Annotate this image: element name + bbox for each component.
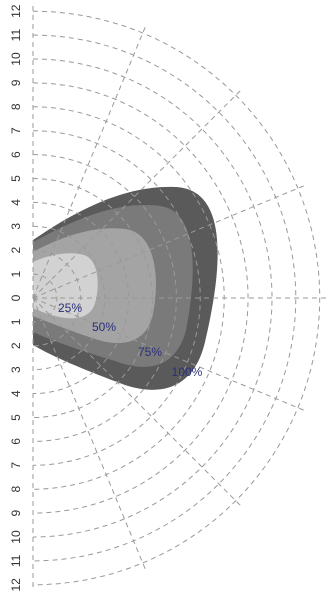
grid-ring [32, 201, 130, 395]
beam-zones [33, 186, 218, 390]
grid-spoke [32, 297, 242, 507]
scale-label-lower: 12 [9, 578, 23, 592]
grid-ring [32, 130, 201, 466]
scale-label-lower: 3 [9, 366, 23, 373]
scale-label-upper: 11 [9, 29, 23, 42]
beam-zone-25-pct [33, 253, 98, 319]
grid-ring [32, 178, 153, 418]
scale-label-lower: 2 [9, 342, 23, 349]
scale-label-lower: 6 [9, 438, 23, 445]
zone-label-25-pct: 25% [58, 301, 82, 315]
scale-label-lower: 5 [9, 414, 23, 421]
grid-ring [32, 34, 297, 562]
scale-label-upper: 5 [9, 175, 23, 182]
grid-ring [32, 10, 321, 586]
scale-label-upper: 6 [9, 151, 23, 158]
scale-label-upper: 9 [9, 79, 23, 86]
grid-ring [32, 273, 58, 323]
polar-grid [32, 6, 327, 590]
zone-label-50-pct: 50% [92, 320, 116, 334]
scale-label-lower: 1 [9, 318, 23, 325]
scale-label-upper: 12 [9, 4, 23, 18]
grid-spoke [32, 26, 146, 299]
grid-spoke [32, 297, 146, 570]
scale-label-lower: 8 [9, 486, 23, 493]
grid-spoke [32, 185, 305, 299]
scale-label-upper: 2 [9, 247, 23, 254]
zone-labels: 100% 75% 50% 25% [58, 301, 203, 379]
scale-label-lower: 11 [9, 554, 23, 567]
scale-label-upper: 10 [9, 52, 23, 66]
grid-spoke [32, 89, 242, 299]
scale-label-lower: 7 [9, 462, 23, 469]
scale-label-lower: 9 [9, 509, 23, 516]
scale-label-upper: 3 [9, 223, 23, 230]
scale-label-upper: 8 [9, 103, 23, 110]
grid-ring [32, 58, 273, 538]
scale-label-lower: 4 [9, 390, 23, 397]
scale-label-center: 0 [9, 294, 23, 301]
scale-label-upper: 7 [9, 127, 23, 134]
scale-label-upper: 1 [9, 270, 23, 277]
grid-ring [32, 225, 106, 371]
scale-label-lower: 10 [9, 530, 23, 544]
grid-spoke [32, 297, 305, 411]
scale-label-upper: 4 [9, 199, 23, 206]
zone-label-100-pct: 100% [172, 365, 203, 379]
zone-label-75-pct: 75% [138, 345, 162, 359]
grid-ring [32, 82, 249, 514]
grid-ring [32, 154, 177, 442]
